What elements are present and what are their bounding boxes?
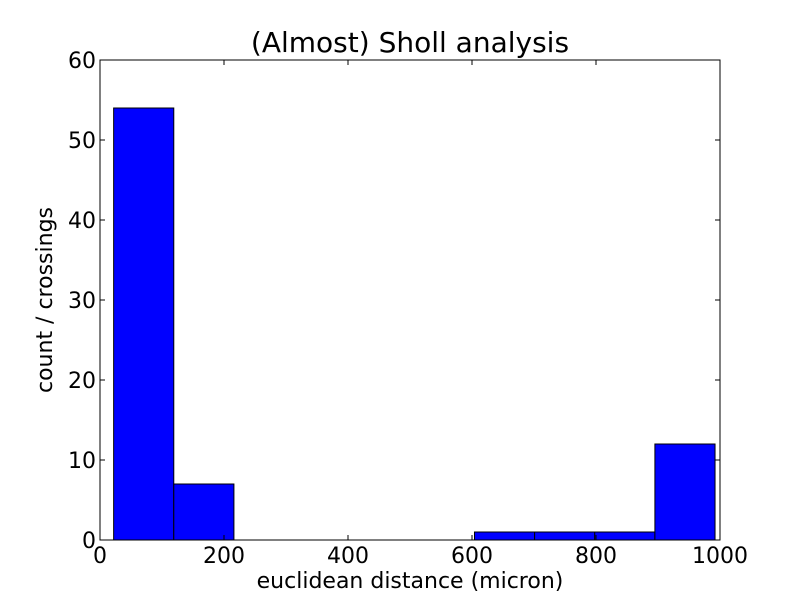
histogram-bar-1	[173, 483, 235, 541]
y-tick-label-6: 60	[68, 49, 96, 74]
x-tick-label-0: 0	[93, 544, 107, 569]
y-axis-label: count / crossings	[33, 207, 58, 393]
histogram-bar-9	[654, 443, 716, 541]
x-tick-label-1: 200	[203, 544, 245, 569]
histogram-bar-8	[594, 531, 656, 541]
chart-title: (Almost) Sholl analysis	[251, 26, 569, 59]
x-tick-label-5: 1000	[692, 544, 748, 569]
histogram-bar-7	[534, 531, 596, 541]
x-tick-label-3: 600	[451, 544, 493, 569]
y-tick-label-3: 30	[68, 289, 96, 314]
histogram-bar-6	[473, 531, 536, 541]
y-tick-label-5: 50	[68, 129, 96, 154]
y-tick-label-0: 0	[82, 529, 96, 554]
y-tick-label-2: 20	[68, 369, 96, 394]
x-tick-label-4: 800	[575, 544, 617, 569]
y-tick-label-1: 10	[68, 449, 96, 474]
y-tick-label-4: 40	[68, 209, 96, 234]
ticks-group: 0 200 400 600 800 1000 0 10 20 30 40 50 60	[68, 49, 748, 569]
histogram-bar-0	[113, 107, 175, 541]
x-axis-label: euclidean distance (micron)	[257, 569, 564, 594]
x-tick-label-2: 400	[327, 544, 369, 569]
plot-frame	[99, 59, 721, 541]
bars-group	[113, 107, 716, 541]
